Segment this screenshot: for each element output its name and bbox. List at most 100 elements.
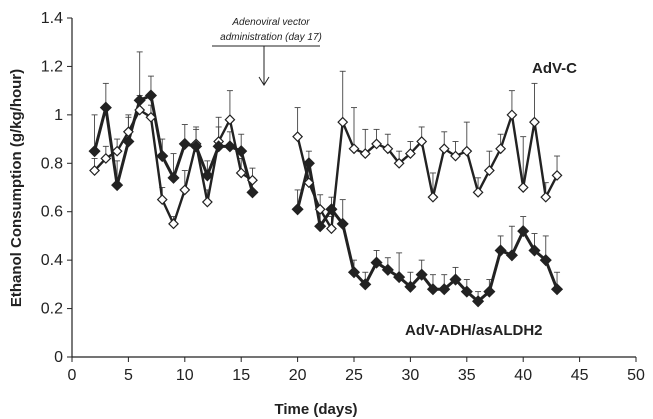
annotation-line-2: administration (day 17) bbox=[220, 32, 322, 43]
data-point-adv-adh bbox=[359, 278, 372, 291]
data-point-adv-adh bbox=[178, 137, 191, 150]
data-point-adv-c bbox=[100, 152, 112, 164]
annotation-arrow-head bbox=[258, 76, 270, 86]
data-point-adv-adh bbox=[393, 271, 406, 284]
x-tick-label: 35 bbox=[458, 367, 476, 384]
x-tick-label: 25 bbox=[345, 367, 363, 384]
data-point-adv-c bbox=[247, 174, 258, 186]
data-point-adv-adh bbox=[314, 220, 327, 233]
data-point-adv-adh bbox=[122, 135, 135, 148]
data-point-adv-adh bbox=[539, 254, 552, 267]
data-point-adv-adh bbox=[472, 295, 485, 308]
data-point-adv-c bbox=[427, 191, 439, 203]
data-point-adv-c bbox=[111, 145, 123, 157]
data-point-adv-c bbox=[179, 184, 191, 196]
data-point-adv-adh bbox=[201, 169, 214, 182]
annotation-line-1: Adenoviral vector bbox=[231, 17, 310, 28]
data-point-adv-adh bbox=[88, 145, 101, 158]
x-tick-label: 45 bbox=[571, 367, 589, 384]
data-point-adv-adh bbox=[505, 249, 518, 262]
data-point-adv-adh bbox=[156, 149, 169, 163]
data-point-adv-c bbox=[325, 223, 337, 235]
x-tick-label: 30 bbox=[402, 367, 420, 384]
data-point-adv-adh bbox=[438, 283, 451, 296]
data-point-adv-c bbox=[359, 148, 371, 160]
data-point-adv-c bbox=[529, 116, 540, 128]
data-point-adv-adh bbox=[415, 268, 428, 281]
data-point-adv-adh bbox=[223, 140, 236, 153]
series-label-adv-adh: AdV-ADH/asALDH2 bbox=[405, 322, 543, 339]
data-point-adv-adh bbox=[381, 263, 394, 276]
data-point-adv-adh bbox=[460, 285, 473, 298]
data-point-adv-c bbox=[517, 182, 529, 193]
data-point-adv-adh bbox=[167, 171, 180, 184]
y-tick-label: 0.8 bbox=[41, 155, 63, 172]
y-tick-label: 1.2 bbox=[41, 58, 63, 75]
data-point-adv-c bbox=[348, 143, 360, 155]
data-point-adv-adh bbox=[494, 244, 507, 257]
data-point-adv-c bbox=[472, 186, 484, 198]
data-point-adv-adh bbox=[133, 94, 146, 107]
x-tick-label: 50 bbox=[627, 367, 645, 384]
data-point-adv-c bbox=[495, 143, 507, 155]
data-point-adv-c bbox=[416, 136, 428, 147]
data-point-adv-c bbox=[551, 169, 563, 181]
data-point-adv-adh bbox=[347, 266, 361, 279]
data-point-adv-adh bbox=[336, 217, 349, 230]
data-point-adv-c bbox=[201, 196, 213, 208]
data-point-adv-c bbox=[337, 116, 349, 128]
data-point-adv-c bbox=[540, 191, 552, 203]
y-axis-title: Ethanol Consumption (g/kg/hour) bbox=[8, 69, 25, 307]
data-point-adv-adh bbox=[325, 203, 338, 216]
data-point-adv-c bbox=[393, 157, 405, 169]
data-point-adv-c bbox=[450, 150, 461, 162]
data-point-adv-adh bbox=[246, 186, 259, 199]
error-bars bbox=[91, 51, 561, 302]
data-point-adv-c bbox=[382, 143, 394, 155]
data-point-adv-adh bbox=[483, 285, 496, 298]
data-point-adv-adh bbox=[302, 157, 315, 170]
x-tick-label: 5 bbox=[124, 367, 133, 384]
data-point-adv-adh bbox=[449, 273, 462, 286]
series-label-adv-c: AdV-C bbox=[532, 60, 577, 77]
data-point-adv-c bbox=[235, 167, 247, 179]
data-point-adv-c bbox=[404, 148, 416, 160]
data-point-adv-adh bbox=[550, 283, 564, 296]
data-point-adv-c bbox=[168, 218, 179, 230]
data-point-adv-adh bbox=[404, 280, 417, 293]
data-point-adv-c bbox=[371, 138, 383, 150]
data-point-adv-c bbox=[145, 111, 157, 123]
tick-labels: 0 5 10 15 20 25 30 35 40 45 50 0 0.2 0.4 0.6 0.8 1 1.2 1.4 bbox=[41, 10, 645, 384]
data-point-adv-c bbox=[224, 114, 236, 126]
y-tick-label: 0.4 bbox=[41, 252, 63, 269]
data-point-adv-adh bbox=[370, 256, 383, 269]
data-point-adv-c bbox=[89, 165, 101, 176]
data-point-adv-c bbox=[303, 177, 315, 189]
tick-marks bbox=[67, 17, 637, 362]
y-tick-label: 1 bbox=[54, 107, 63, 124]
y-tick-label: 1.4 bbox=[41, 10, 63, 27]
data-point-adv-adh bbox=[235, 145, 248, 158]
x-tick-label: 40 bbox=[514, 367, 532, 384]
data-point-adv-adh bbox=[190, 140, 203, 153]
y-tick-label: 0.6 bbox=[41, 204, 63, 221]
x-axis-title: Time (days) bbox=[274, 401, 357, 418]
y-tick-label: 0.2 bbox=[41, 301, 63, 318]
data-point-adv-c bbox=[438, 143, 450, 155]
data-point-adv-c bbox=[461, 145, 473, 157]
data-point-adv-c bbox=[314, 203, 326, 215]
data-point-adv-c bbox=[134, 104, 146, 116]
data-point-adv-c bbox=[292, 131, 304, 143]
data-point-adv-adh bbox=[212, 140, 225, 153]
x-tick-label: 20 bbox=[289, 367, 307, 384]
data-point-adv-adh bbox=[99, 101, 112, 114]
data-point-adv-adh bbox=[426, 283, 440, 296]
x-tick-label: 10 bbox=[176, 367, 194, 384]
annotation: Adenoviral vector administration (day 17… bbox=[212, 17, 322, 86]
data-point-adv-adh bbox=[291, 203, 304, 216]
data-point-adv-adh bbox=[517, 225, 530, 238]
data-point-adv-adh bbox=[528, 244, 541, 257]
series-markers bbox=[88, 89, 564, 308]
series-line-adv-c bbox=[296, 113, 559, 230]
